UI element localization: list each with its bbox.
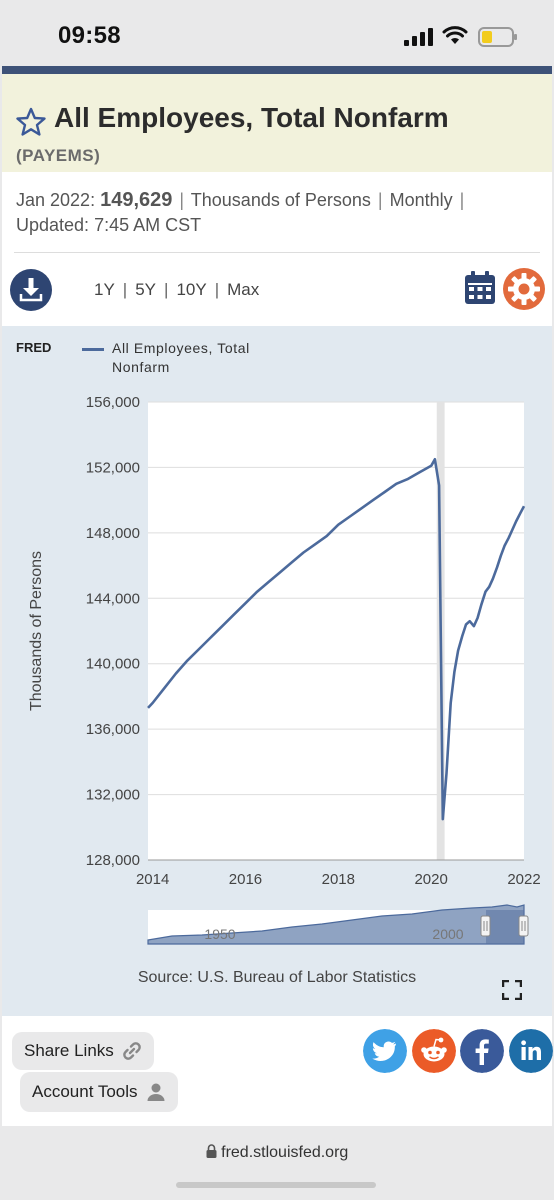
range-5y[interactable]: 5Y	[135, 280, 157, 299]
x-tick-label: 2018	[322, 871, 355, 888]
url-text: fred.stlouisfed.org	[221, 1144, 349, 1161]
latest-observation: Jan 2022: 149,629 | Thousands of Persons…	[16, 189, 465, 235]
y-tick-label: 132,000	[86, 787, 140, 804]
home-indicator	[176, 1182, 376, 1188]
chart-svg: 128,000 132,000 136,000 140,000 144,000 148,0…	[28, 394, 541, 945]
plot-area	[148, 402, 524, 860]
range-1y[interactable]: 1Y	[94, 280, 115, 299]
account-tools-label: Account Tools	[32, 1082, 138, 1101]
x-tick-label: 2016	[229, 871, 262, 888]
y-tick-label: 144,000	[86, 590, 140, 607]
facebook-icon[interactable]	[460, 1029, 504, 1073]
lock-icon	[206, 1144, 217, 1158]
browser-bottom-bar: fred.stlouisfed.org	[0, 1126, 554, 1200]
obs-date: Jan 2022:	[16, 190, 96, 210]
y-tick-label: 156,000	[86, 394, 140, 411]
series-title-box: All Employees, Total Nonfarm (PAYEMS)	[2, 74, 552, 172]
battery-icon	[478, 27, 517, 47]
x-tick-label: 2022	[507, 871, 540, 888]
legend-label: All Employees, Total Nonfarm	[112, 340, 250, 375]
y-tick-label: 148,000	[86, 525, 140, 542]
y-axis-ticks: 128,000 132,000 136,000 140,000 144,000 148,0…	[86, 394, 140, 869]
account-tools-button[interactable]: Account Tools	[20, 1072, 178, 1112]
linkedin-icon[interactable]	[509, 1029, 553, 1073]
header-strip	[2, 66, 552, 74]
navigator-handle-right[interactable]	[518, 915, 529, 937]
navigator-label-2000: 2000	[432, 926, 463, 942]
y-tick-label: 140,000	[86, 656, 140, 673]
link-icon	[122, 1042, 141, 1060]
obs-frequency: Monthly	[389, 190, 453, 210]
series-line[interactable]	[147, 458, 526, 821]
star-icon[interactable]	[16, 107, 46, 137]
y-axis-label: Thousands of Persons	[28, 551, 45, 711]
reddit-icon[interactable]	[412, 1029, 456, 1073]
range-10y[interactable]: 10Y	[176, 280, 207, 299]
range-navigator[interactable]: 1950 2000	[147, 904, 529, 945]
updated-label: Updated:	[16, 215, 90, 235]
series-title: All Employees, Total Nonfarm	[54, 102, 449, 133]
y-tick-label: 152,000	[86, 459, 140, 476]
fred-logo[interactable]: FRED	[16, 340, 52, 355]
y-tick-label: 136,000	[86, 721, 140, 738]
address-bar[interactable]: fred.stlouisfed.org	[0, 1144, 554, 1162]
fullscreen-icon[interactable]	[502, 980, 522, 1000]
share-links-button[interactable]: Share Links	[12, 1032, 154, 1070]
y-tick-label: 128,000	[86, 852, 140, 869]
obs-units: Thousands of Persons	[190, 190, 371, 210]
navigator-label-1950: 1950	[204, 926, 235, 942]
series-id: (PAYEMS)	[16, 146, 101, 165]
status-time: 09:58	[58, 22, 121, 49]
x-tick-label: 2020	[414, 871, 447, 888]
x-tick-label: 2014	[136, 871, 169, 888]
download-icon[interactable]	[10, 269, 52, 311]
updated-time: 7:45 AM CST	[94, 215, 202, 235]
navigator-selection[interactable]	[486, 910, 524, 944]
series-line-layer	[147, 458, 526, 821]
wifi-icon	[442, 26, 468, 44]
legend-swatch	[82, 348, 104, 351]
navigator-area	[147, 904, 525, 945]
x-axis-ticks: 2014 2016 2018 2020 2022	[136, 859, 541, 888]
user-icon	[147, 1083, 165, 1101]
navigator-handle-left[interactable]	[480, 915, 491, 937]
twitter-icon[interactable]	[363, 1029, 407, 1073]
gear-icon[interactable]	[502, 267, 546, 311]
range-max[interactable]: Max	[227, 280, 260, 299]
chart-panel: 128,000 132,000 136,000 140,000 144,000 148,0…	[2, 326, 552, 1016]
fred-page: All Employees, Total Nonfarm (PAYEMS) Ja…	[2, 66, 553, 1126]
status-bar: 09:58	[0, 0, 554, 66]
divider	[14, 252, 540, 253]
chart-source: Source: U.S. Bureau of Labor Statistics	[137, 969, 417, 986]
signal-icon	[404, 28, 433, 46]
obs-value: 149,629	[100, 189, 173, 211]
calendar-icon[interactable]	[464, 271, 496, 305]
share-links-label: Share Links	[24, 1041, 114, 1060]
date-range-tabs: 1Y | 5Y | 10Y | Max	[94, 280, 260, 299]
